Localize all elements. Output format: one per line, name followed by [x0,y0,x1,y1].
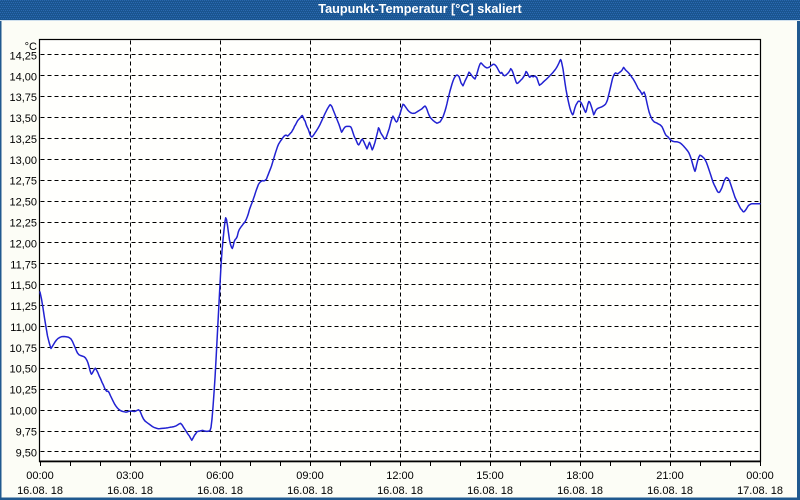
svg-text:12,25: 12,25 [9,218,37,230]
svg-text:16.08. 18: 16.08. 18 [557,485,603,497]
svg-text:13,00: 13,00 [9,155,37,167]
svg-text:11,50: 11,50 [10,280,37,292]
svg-text:16.08. 18: 16.08. 18 [107,485,153,497]
svg-text:16.08. 18: 16.08. 18 [467,485,513,497]
svg-text:10,75: 10,75 [9,343,37,355]
svg-text:13,75: 13,75 [9,92,37,104]
svg-text:12:00: 12:00 [386,470,414,482]
svg-text:12,00: 12,00 [9,238,37,250]
svg-text:16.08. 18: 16.08. 18 [647,485,693,497]
svg-text:16.08. 18: 16.08. 18 [197,485,243,497]
svg-text:Taupunkt-Temperatur [°C] skali: Taupunkt-Temperatur [°C] skaliert [318,2,522,16]
svg-text:10,50: 10,50 [9,364,37,376]
svg-text:00:00: 00:00 [26,470,54,482]
svg-text:11,25: 11,25 [10,301,37,313]
svg-text:17.08. 18: 17.08. 18 [737,485,783,497]
svg-text:10,00: 10,00 [9,406,37,418]
svg-text:21:00: 21:00 [656,470,684,482]
svg-text:13,50: 13,50 [9,113,37,125]
svg-text:00:00: 00:00 [746,470,774,482]
svg-text:13,25: 13,25 [9,134,37,146]
svg-text:16.08. 18: 16.08. 18 [377,485,423,497]
svg-text:11,75: 11,75 [10,259,37,271]
svg-text:9,75: 9,75 [16,426,37,438]
svg-text:11,00: 11,00 [10,322,37,334]
svg-text:°C: °C [25,41,37,53]
svg-text:03:00: 03:00 [116,470,144,482]
svg-text:12,50: 12,50 [9,197,37,209]
svg-text:06:00: 06:00 [206,470,234,482]
svg-text:12,75: 12,75 [9,176,37,188]
svg-text:09:00: 09:00 [296,470,324,482]
svg-text:16.08. 18: 16.08. 18 [287,485,333,497]
svg-text:9,50: 9,50 [16,447,37,459]
svg-text:15:00: 15:00 [476,470,504,482]
svg-text:10,25: 10,25 [9,385,37,397]
svg-text:14,25: 14,25 [9,50,37,62]
svg-text:14,00: 14,00 [9,71,37,83]
svg-text:18:00: 18:00 [566,470,594,482]
svg-text:16.08. 18: 16.08. 18 [17,485,63,497]
